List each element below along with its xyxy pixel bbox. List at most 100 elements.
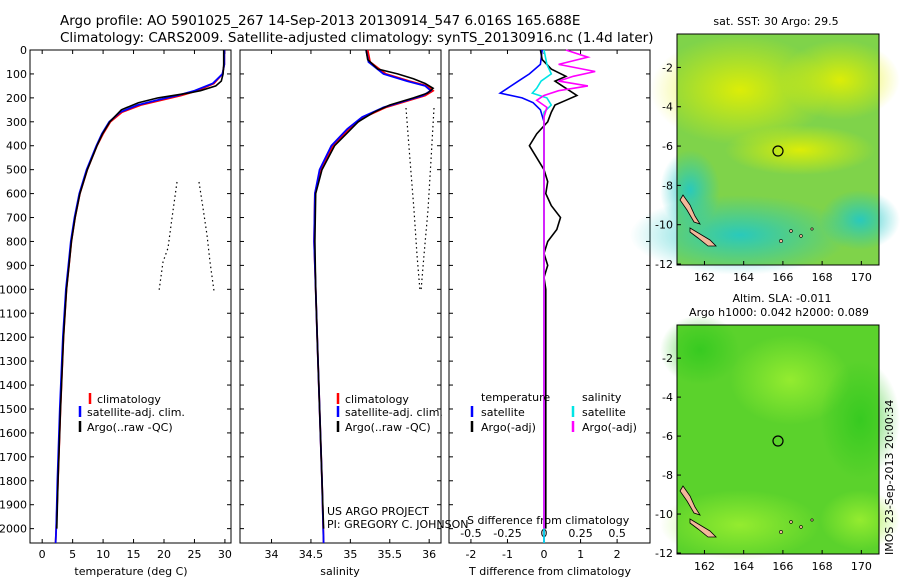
- salinity-panel-frame: [239, 49, 442, 544]
- depth-tick-label: 1500: [0, 403, 27, 416]
- temperature-x-tick-label: 25: [187, 548, 201, 561]
- temperature-x-tick-label: 5: [69, 548, 76, 561]
- sla-map-frame: [676, 324, 880, 555]
- sla-lat-label: -2: [662, 352, 673, 365]
- depth-tick-label: 500: [6, 164, 27, 177]
- salinity-x-tick-label: 35: [343, 548, 357, 561]
- temperature-legend: climatology satellite-adj. clim. Argo(..…: [78, 393, 185, 434]
- depth-tick-label: 700: [6, 212, 27, 225]
- difference-t-tick-label: 0: [541, 548, 548, 561]
- sst-island-south: [689, 227, 717, 247]
- sla-islet-3: [799, 525, 803, 529]
- salinity-legend-argo: Argo(..raw -QC): [345, 421, 431, 434]
- sst-map-title: sat. SST: 30 Argo: 29.5: [713, 15, 838, 28]
- salinity-profiles: [313, 49, 435, 544]
- salinity-guide-left: [405, 107, 421, 292]
- difference-s-tick-label: -0.5: [460, 527, 481, 540]
- sla-light-patch-north: [730, 335, 850, 425]
- salinity-x-tick-label: 34: [265, 548, 279, 561]
- temperature-x-tick-label: 10: [96, 548, 110, 561]
- sla-lat-label: -4: [662, 391, 673, 404]
- depth-tick-label: 0: [20, 44, 27, 57]
- depth-tick-label: 1000: [0, 283, 27, 296]
- difference-legend-temperature-satellite: satellite: [481, 406, 525, 419]
- temperature-dotted-guides: [158, 181, 215, 292]
- temperature-legend-argo: Argo(..raw -QC): [87, 421, 173, 434]
- figure-title-line2: Climatology: CARS2009. Satellite-adjuste…: [60, 30, 653, 46]
- difference-legend: temperature salinity satellite satellite…: [470, 391, 637, 434]
- sla-lon-label: 168: [812, 560, 833, 573]
- difference-legend-salinity-title: salinity: [582, 391, 622, 404]
- depth-tick-label: 100: [6, 68, 27, 81]
- figure-title-line1: Argo profile: AO 5901025_267 14-Sep-2013…: [60, 13, 580, 29]
- difference-t-tick-label: 2: [614, 548, 621, 561]
- depth-tick-label: 1700: [0, 451, 27, 464]
- depth-tick-label: 1800: [0, 475, 27, 488]
- difference-t-tick-label: 1: [577, 548, 584, 561]
- depth-tick-label: 1900: [0, 499, 27, 512]
- difference-x-label: T difference from climatology: [468, 565, 631, 578]
- sla-light-patch-east: [820, 490, 900, 550]
- depth-tick-label: 1100: [0, 307, 27, 320]
- salinity-line-climatology: [313, 49, 435, 544]
- sst-islet-4: [810, 227, 814, 231]
- sst-warm-patch-north: [650, 35, 830, 145]
- sst-lon-label: 170: [851, 271, 872, 284]
- difference-legend-salinity-argo: Argo(-adj): [582, 421, 637, 434]
- sla-map: [660, 315, 900, 560]
- salinity-line-argo: [314, 49, 435, 529]
- sst-lon-label: 168: [812, 271, 833, 284]
- salinity-x-tick-label: 34.5: [299, 548, 324, 561]
- sst-warm-patch-east: [780, 40, 900, 120]
- difference-s-tick-label: 0.25: [568, 527, 593, 540]
- sst-island-north: [679, 194, 701, 225]
- temperature-line-climatology: [54, 50, 226, 544]
- difference-x-label-top: S difference from climatology: [467, 514, 630, 527]
- salinity-x-label: salinity: [320, 565, 360, 578]
- sst-islet-3: [799, 234, 803, 238]
- sla-lat-label: -6: [662, 430, 673, 443]
- sla-light-patch-south: [660, 490, 820, 560]
- sst-islet-2: [789, 229, 793, 233]
- temperature-profiles: [54, 50, 226, 544]
- sla-islet-1: [779, 530, 783, 534]
- depth-tick-label: 2000: [0, 523, 27, 536]
- sst-lat-label: -8: [662, 179, 673, 192]
- salinity-x-tick-label: 35.5: [378, 548, 403, 561]
- temperature-legend-climatology: climatology: [97, 393, 161, 406]
- sla-island-north: [679, 485, 701, 516]
- sla-islet-2: [789, 520, 793, 524]
- sla-lon-label: 164: [733, 560, 754, 573]
- sst-lat-label: -6: [662, 140, 673, 153]
- temperature-guide-right: [158, 181, 178, 292]
- sst-map-axes: 162 164 166 168 170 -2 -4 -6 -8 -10 -12: [655, 61, 872, 284]
- depth-tick-label: 300: [6, 116, 27, 129]
- depth-tick-label: 1200: [0, 331, 27, 344]
- sst-lat-label: -10: [655, 219, 673, 232]
- sst-warm-patch-center: [725, 125, 875, 175]
- sst-lon-label: 162: [694, 271, 715, 284]
- salinity-line-satellite: [313, 49, 433, 544]
- sla-dark-patch-east: [820, 360, 900, 480]
- depth-axis: 0 100 200 300 400 500 600 700 800 900 1000 1100 1200…: [0, 44, 650, 536]
- sst-islet-1: [779, 239, 783, 243]
- sla-lat-label: -12: [655, 547, 673, 560]
- depth-tick-label: 900: [6, 259, 27, 272]
- salinity-x-tick-label: 36: [422, 548, 436, 561]
- temperature-panel-frame: [29, 49, 232, 544]
- salinity-guide-right: [420, 107, 435, 292]
- salinity-legend-climatology: climatology: [345, 393, 409, 406]
- sla-island-south: [689, 518, 717, 538]
- salinity-dotted-guides: [405, 107, 435, 292]
- temperature-x-tick-label: 0: [39, 548, 46, 561]
- sst-cool-patch-west: [660, 150, 720, 230]
- salinity-legend: climatology satellite-adj. clim. Argo(..…: [336, 393, 443, 434]
- sst-lat-label: -2: [662, 61, 673, 74]
- sla-map-axes: 162 164 166 168 170 -2 -4 -6 -8 -10 -12: [655, 352, 872, 573]
- difference-s-tick-label: -0.25: [493, 527, 521, 540]
- temperature-x-label: temperature (deg C): [74, 565, 187, 578]
- sla-lon-label: 170: [851, 560, 872, 573]
- sla-islet-4: [810, 518, 814, 522]
- salinity-x-axis: 34 34.5 35 35.5 36: [265, 50, 436, 561]
- difference-line-temperature-satellite: [498, 49, 545, 543]
